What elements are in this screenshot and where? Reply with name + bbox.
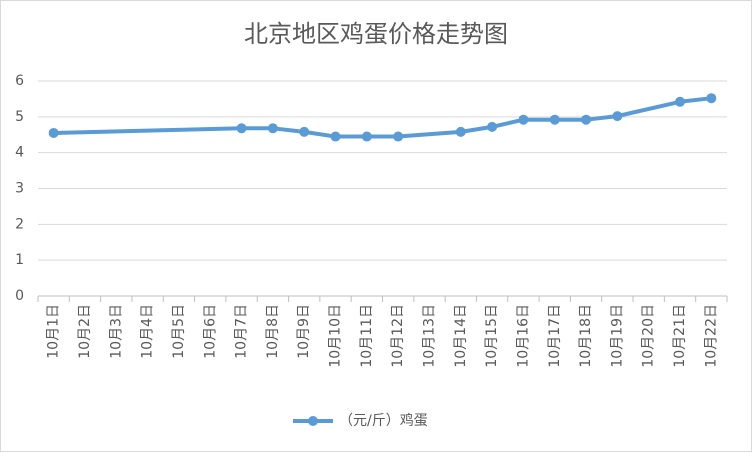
series-line: [460, 114, 618, 134]
y-tick-label: 0: [15, 288, 24, 304]
y-tick-label: 2: [15, 216, 24, 232]
x-tick-label: 10月19日: [609, 304, 625, 368]
x-tick-label: 10月20日: [641, 304, 657, 368]
marker: [455, 126, 466, 137]
x-tick-label: 10月8日: [265, 304, 281, 359]
legend-marker: [308, 416, 318, 426]
gap-connector: [51, 126, 244, 135]
x-tick-label: 10月17日: [547, 304, 563, 368]
x-tick-label: 10月16日: [515, 304, 531, 368]
x-tick-label: 10月13日: [421, 304, 437, 368]
marker: [267, 123, 278, 134]
marker: [393, 131, 404, 142]
x-tick-label: 10月10日: [328, 304, 344, 368]
y-tick-label: 6: [15, 73, 24, 89]
gap-connector: [615, 99, 683, 119]
x-tick-label: 10月7日: [234, 304, 250, 359]
x-tick-label: 10月21日: [672, 304, 688, 368]
marker: [518, 114, 529, 125]
y-tick-label: 5: [15, 109, 24, 125]
x-tick-label: 10月15日: [484, 304, 500, 368]
marker: [706, 93, 717, 104]
x-tick-label: 10月3日: [108, 304, 124, 359]
y-tick-label: 3: [15, 181, 24, 197]
x-tick-label: 10月22日: [703, 304, 719, 368]
y-tick-label: 4: [15, 145, 24, 161]
x-tick-label: 10月11日: [359, 304, 375, 368]
marker: [581, 114, 592, 125]
x-tick-label: 10月1日: [46, 304, 62, 359]
x-tick-label: 10月5日: [171, 304, 187, 359]
marker: [330, 131, 341, 142]
series-line: [679, 96, 712, 104]
marker: [48, 127, 59, 138]
y-tick-label: 1: [15, 252, 24, 268]
x-tick-label: 10月2日: [77, 304, 93, 359]
x-tick-label: 10月6日: [202, 304, 218, 359]
marker: [549, 114, 560, 125]
marker: [299, 126, 310, 137]
x-tick-label: 10月9日: [296, 304, 312, 359]
marker: [487, 121, 498, 132]
chart-title: 北京地区鸡蛋价格走势图: [244, 20, 508, 48]
marker: [236, 123, 247, 134]
x-tick-label: 10月18日: [578, 304, 594, 368]
legend-label: （元/斤）鸡蛋: [339, 412, 428, 429]
marker: [612, 111, 623, 122]
marker: [361, 131, 372, 142]
series-line: [241, 126, 399, 139]
gap-connector: [396, 129, 463, 139]
x-tick-label: 10月4日: [140, 304, 156, 359]
x-tick-label: 10月14日: [453, 304, 469, 368]
x-tick-label: 10月12日: [390, 304, 406, 368]
marker: [675, 96, 686, 107]
